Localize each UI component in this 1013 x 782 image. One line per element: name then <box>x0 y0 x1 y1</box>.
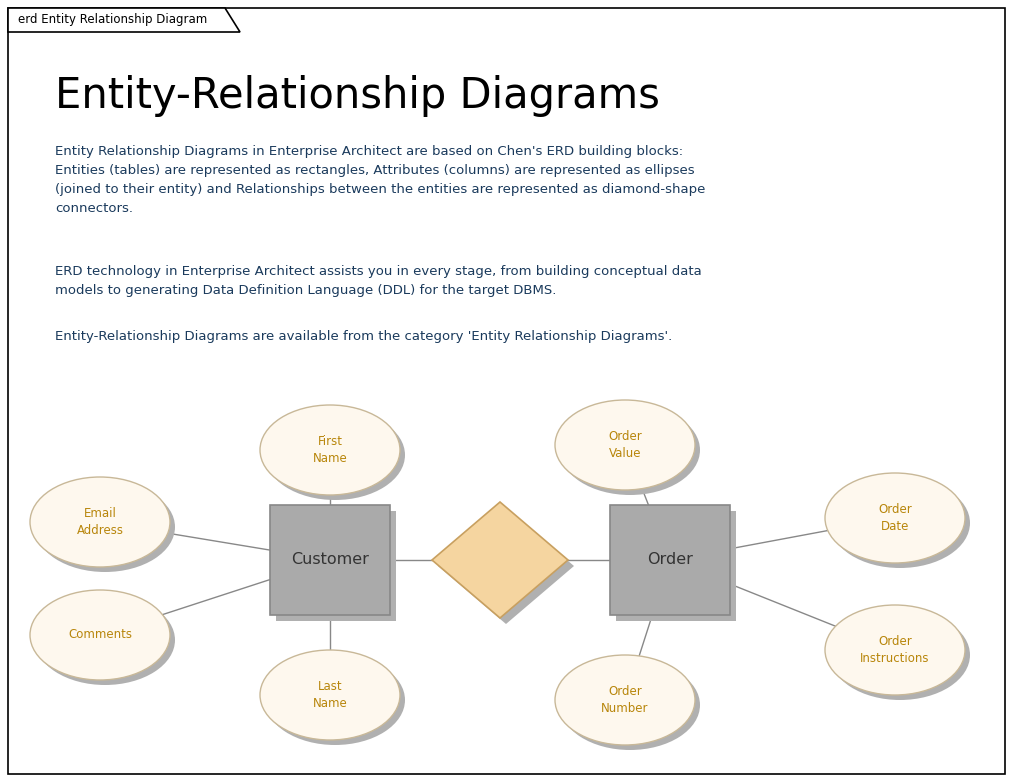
Ellipse shape <box>555 655 695 745</box>
Ellipse shape <box>35 482 175 572</box>
Text: Last
Name: Last Name <box>313 680 347 710</box>
Bar <box>270 505 390 615</box>
Polygon shape <box>438 508 574 624</box>
Ellipse shape <box>555 400 695 490</box>
Bar <box>616 511 736 621</box>
Ellipse shape <box>830 610 970 700</box>
Ellipse shape <box>260 650 400 740</box>
Ellipse shape <box>30 590 170 680</box>
Bar <box>610 505 730 615</box>
Ellipse shape <box>825 605 965 695</box>
Ellipse shape <box>35 595 175 685</box>
Text: Order
Number: Order Number <box>602 685 648 715</box>
Ellipse shape <box>830 478 970 568</box>
Ellipse shape <box>560 405 700 495</box>
Text: Email
Address: Email Address <box>77 508 124 536</box>
Ellipse shape <box>265 655 405 745</box>
Text: Entity-Relationship Diagrams are available from the category 'Entity Relationshi: Entity-Relationship Diagrams are availab… <box>55 330 673 343</box>
Text: Order
Date: Order Date <box>878 504 912 533</box>
Ellipse shape <box>560 660 700 750</box>
Polygon shape <box>432 502 568 618</box>
Text: Customer: Customer <box>291 553 369 568</box>
Text: erd Entity Relationship Diagram: erd Entity Relationship Diagram <box>18 13 208 27</box>
Text: Entity-Relationship Diagrams: Entity-Relationship Diagrams <box>55 75 659 117</box>
Text: Order
Instructions: Order Instructions <box>860 635 930 665</box>
Text: Order: Order <box>647 553 693 568</box>
Text: ERD technology in Enterprise Architect assists you in every stage, from building: ERD technology in Enterprise Architect a… <box>55 265 702 297</box>
Ellipse shape <box>30 477 170 567</box>
Bar <box>276 511 396 621</box>
Text: First
Name: First Name <box>313 436 347 465</box>
Ellipse shape <box>825 473 965 563</box>
Ellipse shape <box>265 410 405 500</box>
Text: Entity Relationship Diagrams in Enterprise Architect are based on Chen's ERD bui: Entity Relationship Diagrams in Enterpri… <box>55 145 705 215</box>
Polygon shape <box>8 8 240 32</box>
Text: Comments: Comments <box>68 629 132 641</box>
Ellipse shape <box>260 405 400 495</box>
Text: Order
Value: Order Value <box>608 430 642 460</box>
